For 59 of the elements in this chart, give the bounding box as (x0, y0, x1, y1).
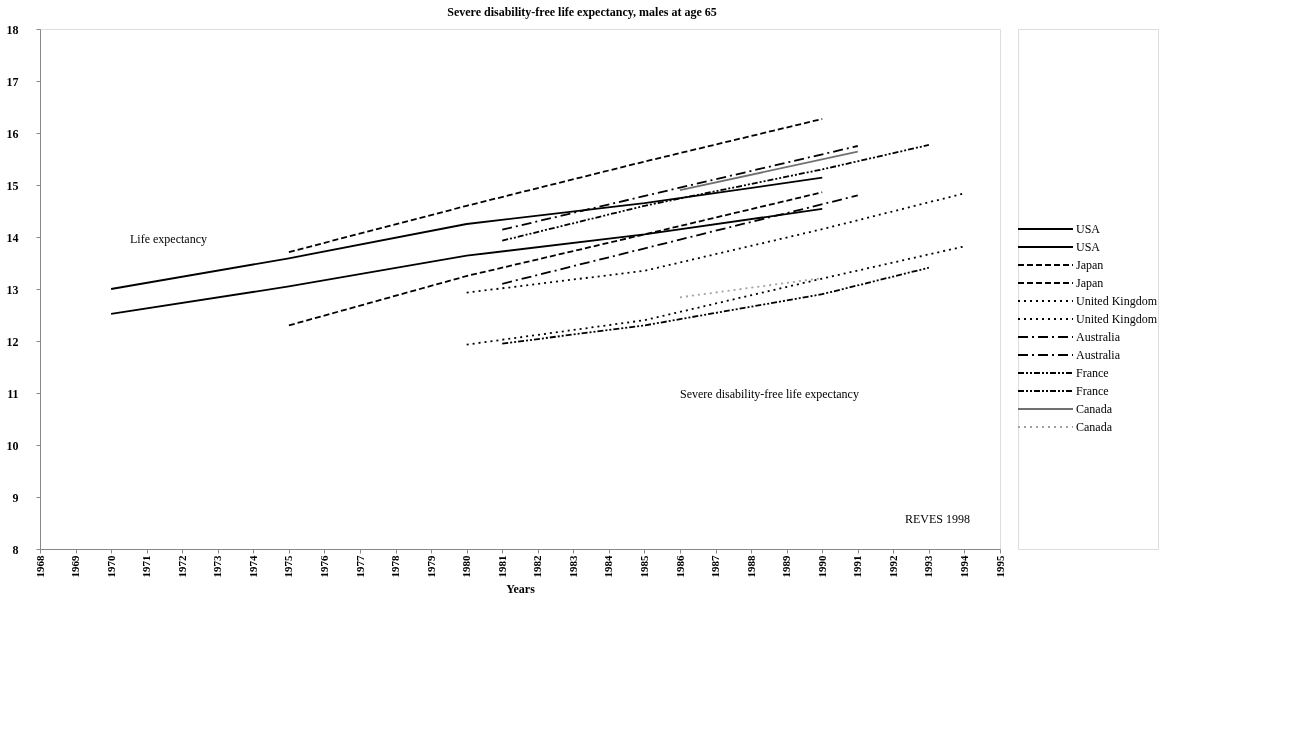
line-series (465, 245, 966, 346)
y-tick-label: 11 (7, 386, 19, 401)
legend-label: Australia (1076, 348, 1121, 362)
x-tick-label: 1972 (175, 555, 188, 578)
x-tick-label: 1989 (780, 555, 793, 578)
x-tick-label: 1974 (246, 555, 259, 578)
x-tick-label: 1978 (389, 555, 402, 578)
legend-label: France (1076, 384, 1109, 398)
x-tick-label: 1995 (993, 555, 1006, 578)
legend-label: Australia (1076, 330, 1121, 344)
x-tick-label: 1980 (460, 555, 473, 578)
legend-label: USA (1076, 240, 1101, 254)
x-tick-label: 1976 (317, 555, 330, 578)
x-tick-label: 1973 (211, 555, 224, 578)
x-tick-label: 1975 (282, 555, 295, 578)
x-tick-label: 1979 (424, 555, 437, 578)
legend-label: Japan (1076, 276, 1104, 290)
y-tick-label: 15 (6, 178, 19, 193)
legend-label: Japan (1076, 258, 1104, 272)
x-tick-label: 1991 (851, 555, 864, 578)
y-tick-label: 16 (6, 126, 19, 141)
annotation: Severe disability-free life expectancy (680, 387, 859, 401)
x-tick-label: 1993 (922, 555, 935, 578)
x-tick-label: 1982 (531, 555, 544, 578)
x-tick-label: 1990 (815, 555, 828, 578)
x-tick-label: 1970 (104, 555, 117, 578)
x-axis-title: Years (506, 581, 536, 596)
y-tick-label: 9 (12, 490, 19, 505)
line-series (287, 118, 824, 253)
legend-label: United Kingdom (1076, 294, 1158, 308)
y-tick-label: 12 (6, 334, 19, 349)
annotation: REVES 1998 (904, 512, 970, 526)
x-tick-label: 1985 (637, 555, 650, 578)
legend-label: USA (1076, 222, 1101, 236)
x-tick-label: 1981 (495, 555, 508, 578)
legend-label: France (1076, 366, 1109, 380)
legend-label: Canada (1076, 420, 1113, 434)
x-tick-label: 1984 (602, 555, 615, 578)
line-series (501, 266, 930, 345)
y-tick-label: 14 (6, 230, 19, 245)
x-tick-label: 1977 (353, 555, 366, 578)
x-tick-label: 1988 (744, 555, 757, 578)
x-tick-label: 1971 (140, 555, 153, 578)
y-tick-label: 8 (12, 542, 19, 557)
y-tick-label: 13 (6, 282, 19, 297)
y-tick-label: 17 (6, 74, 19, 89)
y-tick-label: 10 (6, 438, 19, 453)
legend-label: Canada (1076, 402, 1113, 416)
annotation: Life expectancy (130, 232, 207, 246)
x-tick-label: 1987 (709, 555, 722, 578)
legend-label: United Kingdom (1076, 312, 1158, 326)
x-tick-label: 1992 (886, 555, 899, 578)
x-tick-label: 1968 (33, 555, 46, 578)
chart-title: Severe disability-free life expectancy, males at age 65 (447, 4, 717, 19)
x-tick-label: 1969 (69, 555, 82, 578)
x-tick-label: 1986 (673, 555, 686, 578)
x-tick-label: 1994 (957, 555, 970, 578)
x-tick-label: 1983 (566, 555, 579, 578)
y-tick-label: 18 (6, 22, 19, 37)
